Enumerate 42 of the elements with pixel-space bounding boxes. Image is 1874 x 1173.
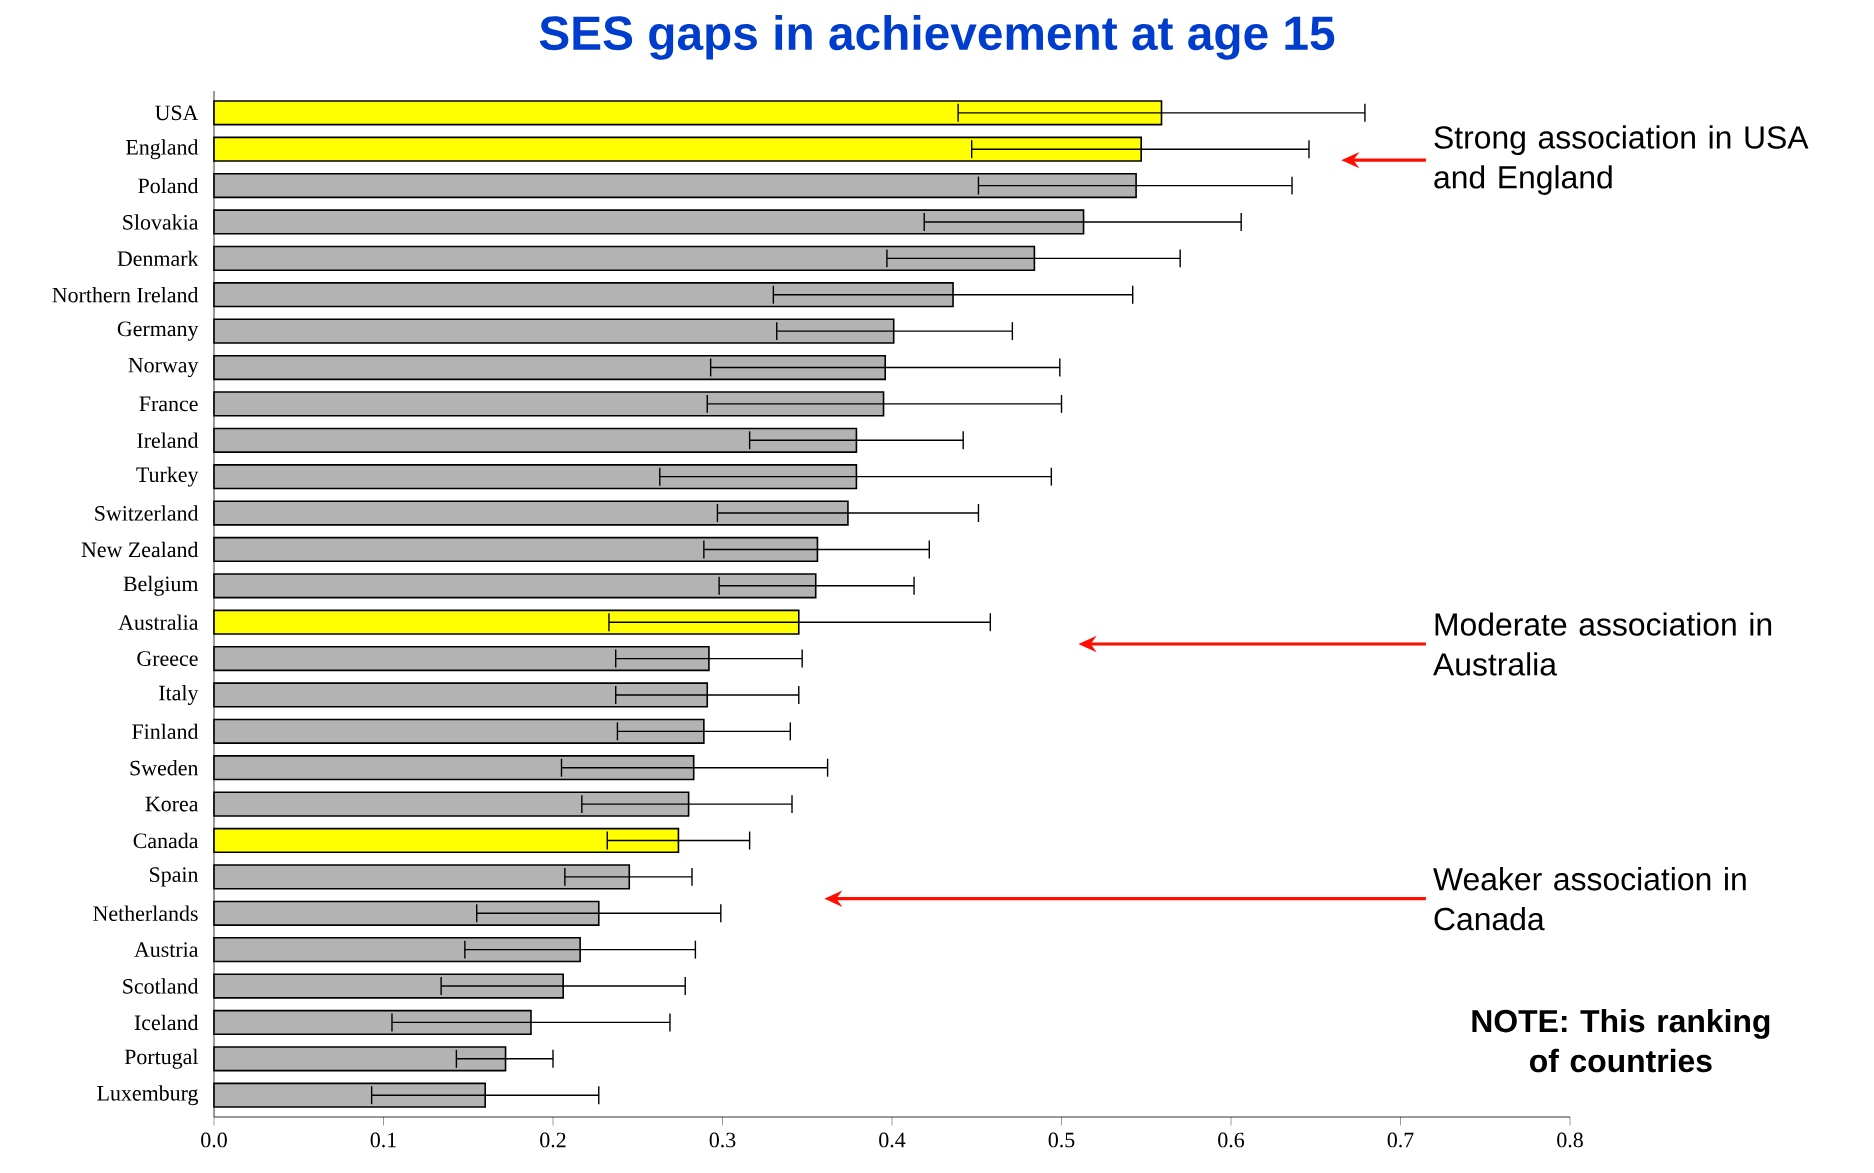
y-tick-label: Iceland [134,1014,199,1031]
y-tick-label: Poland [138,177,199,194]
annotation: Weaker association in Canada [1433,867,1746,931]
y-tick-label: Spain [150,867,199,887]
y-tick-label: Austria [134,942,199,958]
x-tick-label: 0.2 [540,1132,566,1148]
chart-title: SES gaps in achievement at age 15 [539,15,1335,60]
y-tick-label: Portugal [124,1048,199,1069]
x-tick-label: 0.5 [1048,1132,1075,1148]
y-tick-label: New Zealand [81,541,199,558]
y-tick-label: USA [155,105,199,121]
y-tick-label: Sweden [130,760,199,776]
y-tick-label: Netherlands [93,905,198,921]
y-tick-label: Turkey [136,466,199,487]
annotation: Moderate association in Australia [1433,612,1772,676]
y-tick-label: France [139,396,198,412]
x-tick-label: 0.7 [1387,1132,1414,1148]
y-tick-label: Australia [118,614,199,630]
y-tick-label: Belgium [123,575,199,596]
y-tick-label: Switzerland [95,505,199,521]
annotation: Strong association in USA and England [1434,125,1809,195]
y-tick-label: Slovakia [123,214,199,230]
y-tick-label: Germany [117,321,199,341]
y-tick-label: Norway [128,357,199,378]
x-tick-label: 0.6 [1218,1132,1245,1148]
y-tick-label: Scotland [123,978,199,994]
y-tick-label: Luxemburg [97,1085,199,1106]
y-tick-label: Finland [132,723,199,740]
y-tick-label: Ireland [137,432,199,448]
annotation: NOTE: This ranking of countries [1472,1008,1770,1073]
x-tick-label: 0.8 [1557,1132,1583,1148]
y-tick-label: Denmark [117,250,199,267]
y-tick-label: Canada [133,832,199,849]
y-tick-label: Italy [159,685,199,705]
y-tick-label: Northern Ireland [52,287,199,303]
y-tick-label: England [126,139,199,160]
x-tick-label: 0.0 [201,1132,227,1148]
y-tick-label: Greece [137,651,198,666]
x-tick-label: 0.1 [370,1132,396,1148]
x-tick-label: 0.4 [879,1132,906,1148]
y-tick-label: Korea [145,796,199,812]
x-tick-label: 0.3 [709,1132,736,1148]
